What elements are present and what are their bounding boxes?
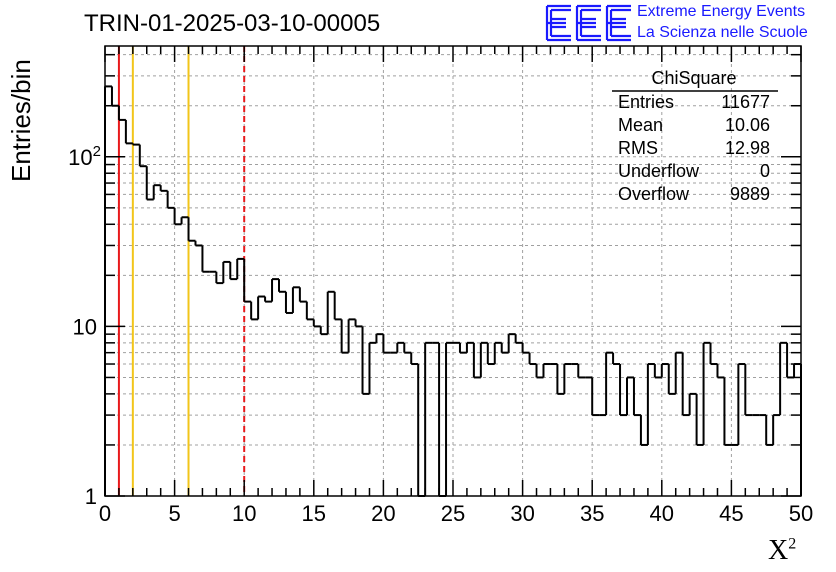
- stats-value: 0: [759, 161, 770, 181]
- x-tick-label: 15: [302, 501, 326, 526]
- x-tick-label: 45: [719, 501, 743, 526]
- stats-value: 10.06: [724, 115, 770, 135]
- x-axis-label-sup: 2: [788, 535, 797, 553]
- x-tick-label: 40: [650, 501, 674, 526]
- stats-title: ChiSquare: [651, 68, 737, 88]
- x-tick-label: 50: [789, 501, 813, 526]
- x-tick-label: 20: [371, 501, 395, 526]
- y-tick-label: 102: [68, 143, 101, 170]
- x-tick-label: 25: [441, 501, 465, 526]
- stats-key: Underflow: [618, 161, 700, 181]
- x-tick-label: 5: [168, 501, 180, 526]
- logo-line1: Extreme Energy Events: [637, 3, 806, 20]
- y-tick-label: 1: [85, 484, 97, 509]
- stats-value: 9889: [729, 184, 770, 204]
- y-tick-label: 10: [73, 314, 97, 339]
- eee-logo: [545, 4, 631, 42]
- stats-key: Entries: [618, 92, 675, 112]
- stats-key: Mean: [618, 115, 664, 135]
- logo-letter-e1: [545, 4, 571, 42]
- stats-key: Overflow: [618, 184, 690, 204]
- x-axis-label: X2: [768, 535, 796, 567]
- stats-key: RMS: [618, 138, 658, 158]
- x-tick-label: 10: [232, 501, 256, 526]
- x-tick-label: 30: [510, 501, 534, 526]
- stats-value: 11677: [721, 92, 770, 112]
- x-tick-label: 0: [99, 501, 111, 526]
- x-axis-label-base: X: [768, 535, 789, 566]
- chart-title: TRIN-01-2025-03-10-00005: [84, 10, 381, 37]
- stats-value: 12.98: [724, 138, 770, 158]
- x-tick-label: 35: [580, 501, 604, 526]
- logo-line2: La Scienza nelle Scuole: [637, 24, 808, 41]
